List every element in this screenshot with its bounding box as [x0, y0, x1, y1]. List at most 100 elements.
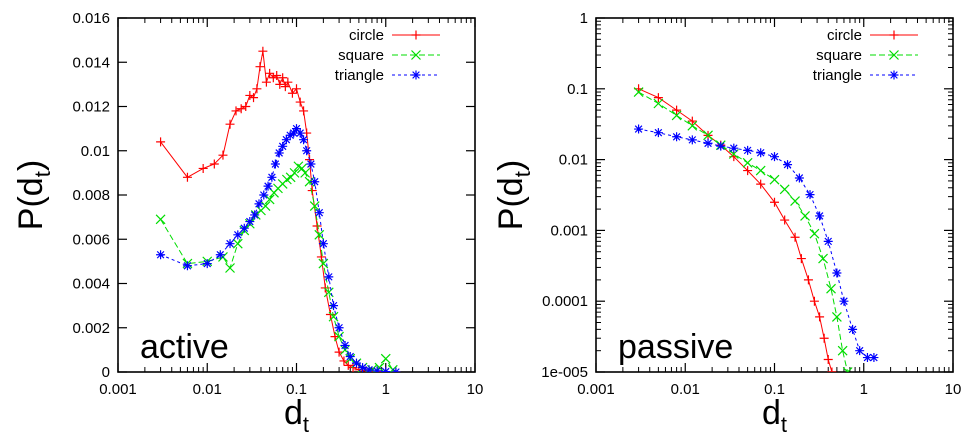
- data-point: [794, 173, 804, 183]
- data-point: [254, 199, 264, 209]
- y-tick-label: 0.006: [72, 231, 110, 248]
- data-point: [855, 346, 865, 356]
- data-point: [672, 132, 682, 142]
- data-point: [259, 190, 269, 200]
- data-point: [264, 194, 275, 205]
- x-tick-label: 0.001: [99, 381, 137, 398]
- data-point: [202, 259, 212, 269]
- data-point: [275, 79, 285, 89]
- x-tick-label: 1: [860, 381, 868, 398]
- data-point: [770, 152, 779, 162]
- data-point: [289, 128, 299, 138]
- data-point: [742, 157, 753, 168]
- legend-marker-square: [889, 50, 899, 60]
- y-axis-title-close: ): [492, 160, 530, 171]
- data-point: [182, 261, 192, 271]
- y-axis-title-subscript: t: [510, 171, 535, 177]
- data-point: [387, 364, 398, 372]
- legend-label-triangle: triangle: [813, 67, 862, 84]
- data-point: [653, 98, 664, 109]
- data-point: [274, 148, 284, 158]
- y-tick-label: 0.012: [72, 99, 110, 116]
- data-point: [155, 214, 166, 225]
- chart-panel-active: 0.001 0.01 0.1 1 10 0 0.002 0.004 0.006 0.008 0.01…: [12, 10, 483, 437]
- data-point: [299, 106, 309, 116]
- data-point: [265, 68, 275, 78]
- data-point: [314, 229, 325, 240]
- data-point: [800, 211, 810, 221]
- y-axis-title: P(dt): [12, 160, 55, 230]
- data-point: [329, 301, 339, 311]
- y-tick-label: 1: [580, 10, 588, 27]
- data-point: [796, 254, 806, 264]
- data-point: [334, 331, 345, 342]
- data-point: [354, 365, 364, 372]
- data-point: [330, 332, 340, 342]
- data-point: [755, 165, 766, 176]
- data-point: [318, 239, 328, 249]
- data-point: [687, 135, 697, 145]
- y-tick-label: 0.016: [72, 10, 110, 27]
- data-point: [289, 167, 300, 178]
- data-point: [343, 360, 353, 370]
- data-point: [232, 238, 243, 249]
- x-tick-label: 0.01: [671, 381, 700, 398]
- data-point: [316, 252, 326, 262]
- data-point: [225, 263, 235, 273]
- data-point: [215, 250, 225, 260]
- data-point: [182, 172, 192, 182]
- data-point: [653, 128, 663, 138]
- data-point: [687, 120, 698, 131]
- data-point: [831, 311, 842, 322]
- data-point: [314, 208, 324, 218]
- data-point: [225, 119, 235, 129]
- data-point: [283, 77, 293, 87]
- x-axis-title: dt: [762, 394, 787, 437]
- legend-marker-triangle: [889, 70, 899, 80]
- data-point: [703, 138, 713, 148]
- data-point: [218, 150, 228, 160]
- data-point: [312, 221, 322, 231]
- data-point: [272, 71, 282, 81]
- data-point: [258, 46, 268, 56]
- legend-label-circle: circle: [349, 27, 384, 44]
- series-triangle: [156, 124, 401, 372]
- data-point: [848, 324, 858, 334]
- data-point: [809, 296, 819, 306]
- data-point: [779, 184, 790, 195]
- data-point: [839, 296, 849, 306]
- data-point: [862, 353, 872, 363]
- legend-label-square: square: [338, 47, 384, 64]
- panel-label: passive: [618, 328, 733, 366]
- data-point: [285, 130, 295, 140]
- y-tick-label: 0.01: [81, 143, 110, 160]
- data-point: [869, 353, 879, 363]
- data-point: [364, 365, 374, 372]
- data-point: [324, 272, 334, 282]
- data-point: [318, 258, 329, 269]
- data-point: [815, 211, 825, 221]
- y-axis-title-close: ): [12, 160, 50, 171]
- x-tick-label: 10: [467, 381, 484, 398]
- x-axis-title: dt: [284, 394, 309, 437]
- data-point: [790, 232, 800, 242]
- y-tick-label: 0: [102, 364, 110, 381]
- data-point: [239, 223, 249, 233]
- data-point: [306, 159, 316, 169]
- data-point: [823, 236, 833, 246]
- data-point: [633, 87, 644, 97]
- y-tick-label: 0.002: [72, 320, 110, 337]
- data-point: [245, 217, 255, 227]
- legend-marker-triangle: [411, 70, 421, 80]
- data-point: [687, 116, 697, 126]
- data-point: [231, 106, 241, 116]
- x-tick-label: 0.001: [577, 381, 615, 398]
- data-point: [278, 73, 288, 83]
- x-tick-label: 0.1: [286, 381, 307, 398]
- data-point: [770, 197, 779, 207]
- y-axis-title-subscript: t: [30, 171, 55, 177]
- data-point: [300, 167, 311, 178]
- y-axis-title: P(dt): [492, 160, 535, 230]
- y-tick-label: 0.008: [72, 187, 110, 204]
- data-point: [241, 102, 251, 111]
